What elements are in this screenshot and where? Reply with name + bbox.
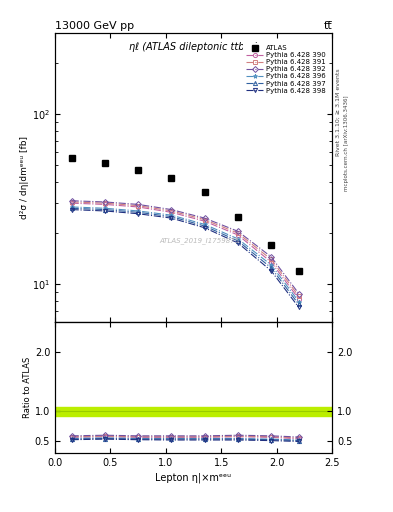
Text: 13000 GeV pp: 13000 GeV pp [55, 21, 134, 31]
Text: mcplots.cern.ch [arXiv:1306.3436]: mcplots.cern.ch [arXiv:1306.3436] [344, 96, 349, 191]
Bar [55, 407, 332, 416]
Y-axis label: Ratio to ATLAS: Ratio to ATLAS [23, 357, 32, 418]
Text: tt̅: tt̅ [323, 21, 332, 31]
Text: ATLAS_2019_I1759875: ATLAS_2019_I1759875 [159, 238, 239, 244]
Text: ηℓ (ATLAS dileptonic ttbar): ηℓ (ATLAS dileptonic ttbar) [129, 42, 258, 52]
X-axis label: Lepton η|×mᵉᵉᵘ: Lepton η|×mᵉᵉᵘ [156, 472, 231, 483]
Legend: ATLAS, Pythia 6.428 390, Pythia 6.428 391, Pythia 6.428 392, Pythia 6.428 396, P: ATLAS, Pythia 6.428 390, Pythia 6.428 39… [243, 42, 329, 96]
Y-axis label: d²σ / dη|dmᵉᵉᵘ [fb]: d²σ / dη|dmᵉᵉᵘ [fb] [20, 136, 29, 219]
Text: Rivet 3.1.10; ≥ 3.1M events: Rivet 3.1.10; ≥ 3.1M events [336, 69, 341, 157]
